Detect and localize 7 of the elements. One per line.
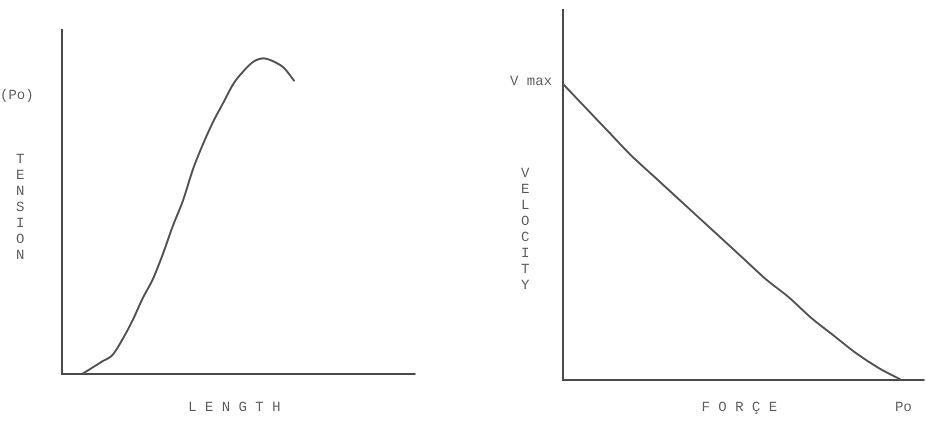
x-axis-title: FORÇE — [701, 400, 786, 416]
y-axis-title: TENSION — [16, 152, 24, 264]
text: Po — [895, 400, 912, 416]
text: (Po) — [0, 88, 34, 104]
text: V max — [510, 74, 552, 90]
y-axis-title: VELOCITY — [521, 166, 530, 294]
x-axis-title: LENGTH — [187, 400, 290, 416]
